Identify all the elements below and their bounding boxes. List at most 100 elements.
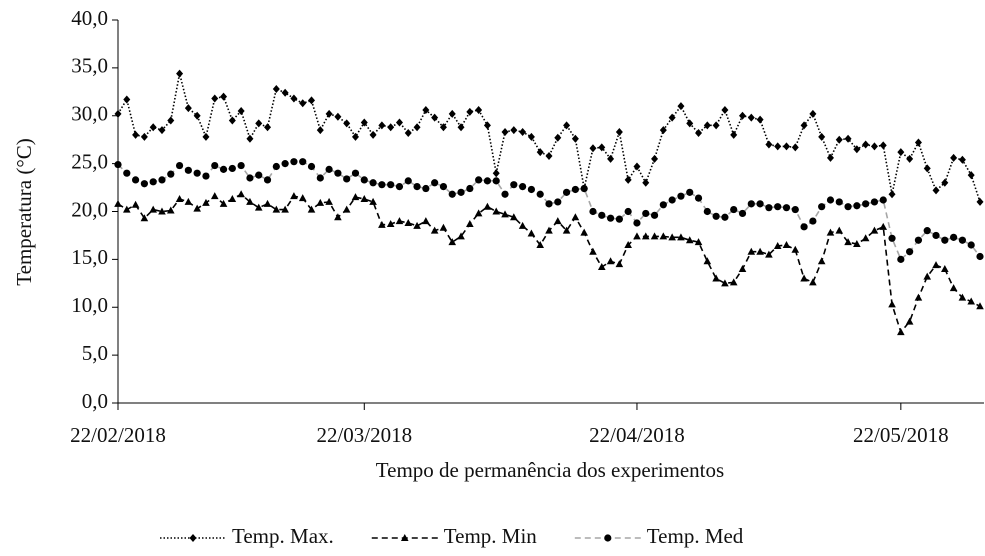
data-point [123,169,131,177]
data-point [765,250,773,258]
data-point [255,119,263,128]
data-point [158,207,166,215]
data-point [694,238,703,246]
data-point [298,194,307,202]
data-point [369,130,377,139]
data-point [747,200,755,208]
data-point [202,132,210,141]
data-point [659,232,668,240]
data-point [184,166,192,174]
data-point [633,232,641,240]
data-point [932,231,940,240]
data-point [220,92,228,101]
data-point [176,69,184,78]
data-point [413,123,421,132]
data-point [272,205,281,213]
data-point [166,206,175,214]
data-point [641,232,650,240]
data-point [765,204,773,212]
data-point [879,222,888,230]
data-point [369,179,377,187]
data-point [668,113,676,122]
data-point [307,162,316,171]
data-point [466,184,474,193]
data-point [791,245,800,253]
data-point [536,148,544,157]
data-point [158,126,166,135]
data-point [431,113,439,122]
data-point [492,207,501,215]
data-point [140,132,148,141]
data-point [466,219,474,227]
data-point [800,223,808,231]
data-point [923,164,931,173]
data-point [553,217,562,225]
data-point [888,190,896,199]
y-tick-label: 0,0 [82,389,108,413]
data-point [263,176,272,184]
data-point [386,219,395,227]
data-point [809,109,817,118]
data-point [906,248,914,256]
data-point [782,142,790,151]
data-point [668,196,676,204]
data-point [563,121,571,130]
data-point [483,177,492,185]
data-point [633,162,641,171]
data-point [923,272,932,280]
data-point [492,169,500,178]
data-point [422,106,430,115]
data-point [281,205,289,213]
data-point [219,165,228,173]
data-point [906,154,914,163]
data-point [131,200,140,208]
data-point [202,198,210,206]
data-point [686,119,694,128]
data-point [747,247,756,255]
data-point [264,123,272,132]
data-point [316,126,324,135]
data-point [861,234,870,242]
y-tick-label: 20,0 [71,197,108,221]
data-point [923,227,931,235]
y-tick-label: 35,0 [71,54,108,78]
data-point [712,121,720,130]
data-point [694,194,703,202]
x-tick-label: 22/05/2018 [853,423,949,447]
data-point [738,264,747,272]
data-point [695,128,703,137]
data-point [422,184,430,193]
data-point [642,209,650,218]
data-point [343,119,351,128]
data-point [651,154,659,163]
data-point [448,190,456,198]
data-point [668,233,676,241]
data-point [316,174,324,182]
data-point [237,190,245,198]
data-point [932,186,940,195]
data-point [659,201,667,209]
data-point [932,261,940,269]
data-point [782,241,791,249]
data-point [607,154,615,163]
data-point [474,209,483,217]
data-point [123,95,131,104]
data-point [527,229,536,237]
data-point [967,241,975,249]
data-point [149,205,157,213]
data-point [211,161,219,170]
data-point [308,96,316,105]
data-point [140,214,149,222]
data-point [193,169,201,177]
data-point [853,240,861,248]
data-point [325,165,333,173]
data-point [351,193,360,201]
data-point [633,219,641,227]
data-point [914,236,923,244]
data-point [360,195,369,203]
data-point [800,274,808,282]
data-point [114,199,122,207]
data-point [158,176,166,184]
data-point [395,217,404,225]
data-point [466,107,474,116]
